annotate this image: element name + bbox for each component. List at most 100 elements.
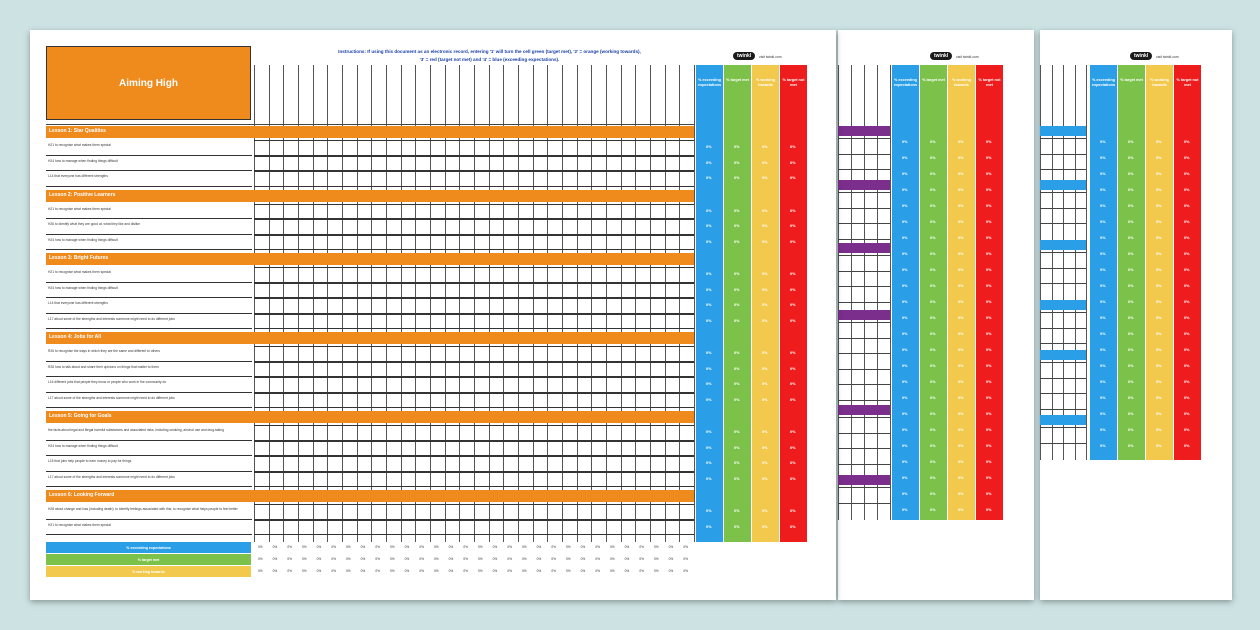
grid-row-line [838,223,890,224]
percentage-cell: 0% [902,412,908,416]
summary-percentage: 0% [390,569,395,573]
strip--working-towards [752,65,779,542]
summary-percentage: 0% [522,545,527,549]
percentage-cell: 0% [1156,204,1162,208]
percentage-cell: 0% [1156,396,1162,400]
assessment-row [254,219,694,235]
percentage-cell: 0% [902,220,908,224]
percentage-cell: 0% [958,172,964,176]
summary-percentage: 0% [595,557,600,561]
twinkl-logo: twinkl [733,52,756,60]
objective-text: L14 that everyone has different strength… [46,298,252,314]
percentage-cell: 0% [762,176,768,180]
percentage-cell: 0% [1100,252,1106,256]
percentage-cell: 0% [1128,428,1134,432]
grid-row-line [1040,427,1086,428]
summary-percentage: 0% [258,545,263,549]
summary-percentage: 0% [478,569,483,573]
grid-column-line [400,65,402,542]
percentage-cell: 0% [930,188,936,192]
summary-percentage: 0% [287,557,292,561]
objective-text: L15 that jobs help people to earn money … [46,456,252,472]
percentage-cell: 0% [1100,380,1106,384]
grid-column-line [576,65,578,542]
percentage-cell: 0% [1156,428,1162,432]
percentage-cell: 0% [1184,396,1190,400]
percentage-cell: 0% [706,476,712,481]
summary-percentage: 0% [463,557,468,561]
summary-percentage: 0% [536,569,542,573]
objective-text: the facts about legal and illegal harmfu… [46,425,252,441]
percentage-cell: 0% [930,252,936,256]
lesson-band [1040,415,1086,425]
percentage-cell: 0% [790,318,796,323]
strip--exceeding-expectations [696,65,723,542]
percentage-cell: 0% [1128,332,1134,336]
percentage-cell: 0% [902,348,908,352]
percentage-cell: 0% [930,380,936,384]
grid-column-line [298,65,299,542]
assessment-row [254,267,694,283]
assessment-row [254,440,694,456]
percentage-cell: 0% [958,268,964,272]
strip [1174,65,1201,460]
percentage-cell: 0% [1100,364,1106,368]
percentage-cell: 0% [762,208,768,213]
summary-percentage: 0% [463,545,468,549]
percentage-cell: 0% [902,508,908,512]
grid-row-line [1040,138,1086,139]
percentage-cell: 0% [986,332,992,336]
percentage-cell: 0% [1100,140,1106,144]
grid-row-line [838,138,890,139]
percentage-cell: 0% [986,204,992,208]
grid-column-line [430,65,431,542]
percentage-cell: 0% [958,476,964,480]
percentage-cell: 0% [790,366,796,371]
summary-percentage: 0% [316,557,322,561]
percentage-cell: 0% [930,348,936,352]
percentage-cell: 0% [902,140,908,144]
grid-row-line [838,270,890,272]
lesson-band [1040,126,1086,136]
grid-column-line [327,65,329,542]
percentage-cell: 0% [1184,188,1190,192]
grid-column-line [679,65,681,542]
strip [948,65,975,520]
grid-row-line [838,399,890,401]
percentage-cell: 0% [902,204,908,208]
logo-url: visit twinkl.com [759,55,782,59]
percentage-cell: 0% [902,156,908,160]
percentage-cell: 0% [706,366,712,371]
strip--target-met [724,65,751,542]
percentage-cell: 0% [958,220,964,224]
grid-column-line [386,65,387,542]
strip [1118,65,1145,460]
instructions: Instructions: If using this document as … [292,48,687,64]
summary-percentage: 0% [404,545,410,549]
percentage-cell: 0% [734,224,740,228]
percentage-cell: 0% [1128,268,1134,272]
percentage-cell: 0% [734,303,740,307]
percentage-cell: 0% [706,382,712,386]
percentage-cell: 0% [958,364,964,368]
grid-row-line [1040,267,1086,269]
summary-percentage: 0% [287,569,292,573]
percentage-cell: 0% [930,396,936,400]
grid-column-line [503,65,505,542]
objective-text: H21 to recognise what makes them special [46,204,252,219]
objective-text: L17 about some of the strengths and inte… [46,393,252,408]
percentage-cell: 0% [734,176,740,180]
grid-column-line [838,65,839,520]
percentage-cell: 0% [958,380,964,384]
strip-label: % exceeding expectations [697,78,722,87]
grid-column-line [1063,65,1064,460]
percentage-cell: 0% [734,272,740,276]
grid-column-line [371,65,373,542]
assessment-row [254,313,694,329]
lesson-band [1040,240,1086,250]
percentage-cell: 0% [706,303,712,307]
percentage-cell: 0% [1100,188,1106,192]
summary-percentage: 0% [551,569,556,573]
percentage-cell: 0% [1156,172,1162,176]
summary-percentage: 0% [360,557,366,561]
